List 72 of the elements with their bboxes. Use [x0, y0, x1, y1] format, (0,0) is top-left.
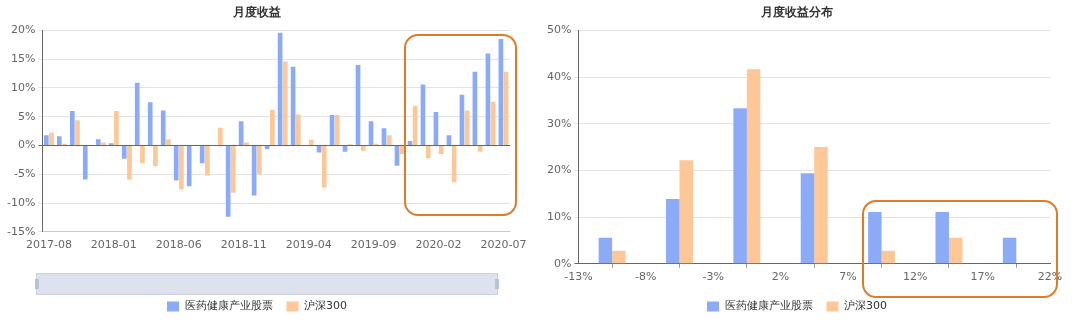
- bar: [218, 127, 223, 145]
- y-tick-label: 50%: [547, 23, 572, 37]
- bar: [179, 145, 184, 190]
- chart-title: 月度收益分布: [760, 5, 833, 20]
- chart-title: 月度收益: [232, 5, 281, 20]
- y-tick-label: -10%: [7, 195, 36, 209]
- legend-label: 医药健康产业股票: [184, 299, 273, 313]
- x-tick-label: 12%: [903, 270, 928, 284]
- bar: [438, 145, 444, 155]
- bar: [49, 132, 54, 145]
- bar: [360, 145, 366, 151]
- bar: [56, 136, 62, 145]
- x-tick-label: 2019-09: [350, 238, 397, 252]
- bar: [308, 139, 314, 145]
- bar: [334, 114, 340, 145]
- bar: [186, 145, 192, 187]
- x-tick-label: 2019-04: [285, 238, 332, 252]
- bar: [412, 105, 418, 145]
- bar: [101, 142, 106, 145]
- bar: [231, 145, 236, 193]
- x-tick-label: 2018-01: [90, 238, 137, 252]
- bar: [199, 145, 205, 164]
- bar: [166, 139, 171, 145]
- bar: [127, 145, 132, 180]
- bar: [69, 110, 75, 145]
- y-tick-label: 10%: [547, 209, 572, 223]
- bar: [256, 145, 262, 175]
- bar: [147, 102, 153, 145]
- bar: [425, 145, 431, 159]
- legend-label: 沪深300: [844, 299, 887, 313]
- legend-label: 医药健康产业股票: [724, 299, 813, 313]
- bar: [205, 145, 210, 176]
- x-tick-label: -13%: [564, 270, 593, 284]
- bar: [121, 145, 127, 159]
- bar: [153, 145, 158, 167]
- x-tick-label: 2%: [771, 270, 790, 284]
- bar: [82, 145, 88, 180]
- y-tick-label: -15%: [7, 224, 36, 238]
- bar: [269, 109, 275, 145]
- bar: [386, 135, 392, 145]
- bar: [75, 120, 80, 145]
- legend-label: 沪深300: [304, 299, 347, 313]
- bar: [134, 82, 140, 145]
- bar: [295, 114, 301, 145]
- bar: [95, 139, 101, 145]
- bar: [321, 145, 327, 188]
- bar: [173, 145, 179, 181]
- x-tick-label: 17%: [970, 270, 995, 284]
- y-tick-label: 5%: [17, 109, 36, 123]
- x-tick-label: 7%: [839, 270, 857, 284]
- y-tick-label: 10%: [10, 80, 36, 94]
- y-tick-label: 0%: [17, 138, 36, 152]
- bar: [160, 110, 166, 145]
- bar: [282, 61, 288, 145]
- x-tick-label: 2020-07: [480, 238, 527, 252]
- x-tick-label: 2018-11: [220, 238, 267, 252]
- y-tick-label: 30%: [547, 116, 572, 130]
- bar: [114, 110, 119, 145]
- x-tick-label: -3%: [702, 270, 724, 284]
- y-tick-label: 0%: [554, 256, 572, 270]
- y-tick-label: 40%: [547, 69, 572, 83]
- bar: [244, 142, 249, 145]
- x-tick-label: 2020-02: [415, 238, 462, 252]
- y-tick-label: -5%: [14, 167, 36, 181]
- x-tick-label: -8%: [635, 270, 657, 284]
- bar: [140, 145, 145, 164]
- x-tick-label: 2018-06: [155, 238, 202, 252]
- y-tick-label: 20%: [10, 23, 36, 37]
- y-tick-label: 15%: [10, 52, 36, 66]
- y-tick-label: 20%: [547, 163, 572, 177]
- bar: [43, 135, 49, 145]
- x-tick-label: 2017-08: [25, 238, 72, 252]
